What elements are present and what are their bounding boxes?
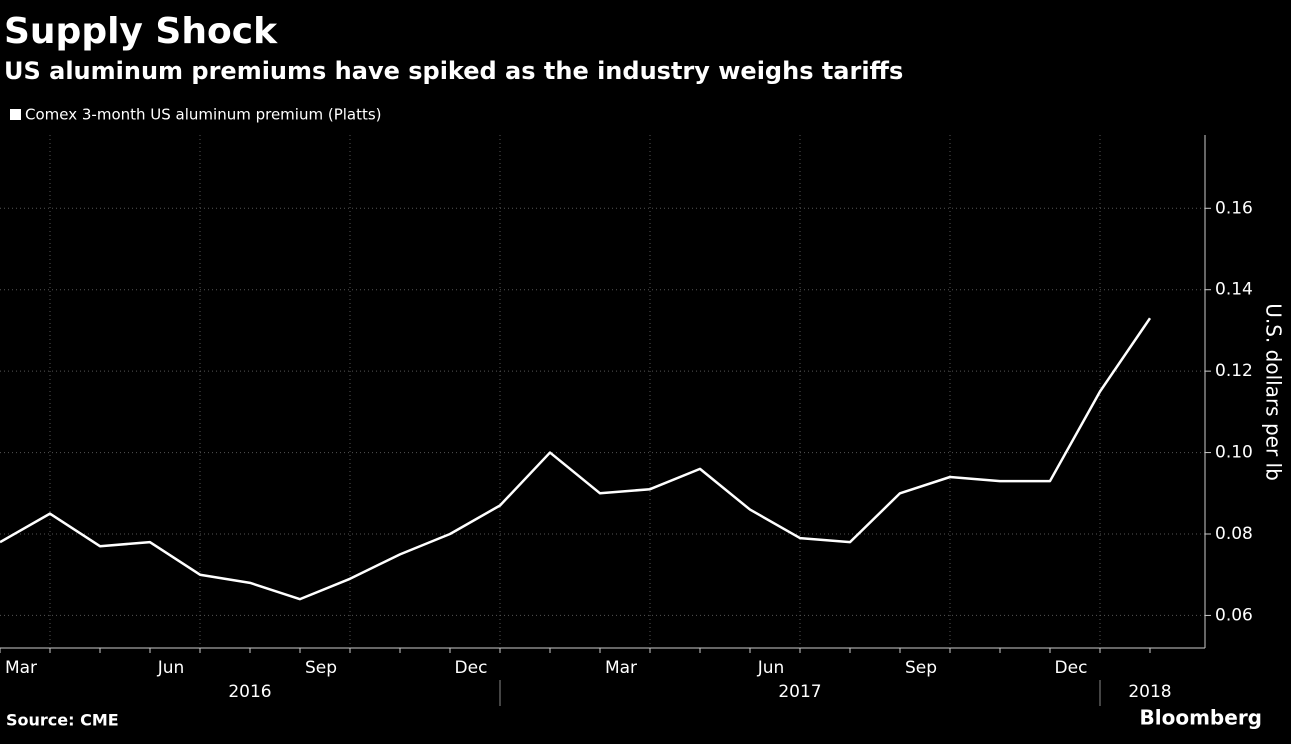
x-tick-label: Sep <box>305 658 337 678</box>
y-tick-label: 0.16 <box>1215 198 1253 218</box>
x-tick-label: Jun <box>157 658 185 678</box>
y-tick-label: 0.06 <box>1215 605 1253 625</box>
x-tick-label: Jun <box>757 658 785 678</box>
brand: Bloomberg <box>1140 706 1262 730</box>
legend-label: Comex 3-month US aluminum premium (Platt… <box>25 106 382 124</box>
x-tick-label: Mar <box>605 658 637 678</box>
x-tick-label: Dec <box>455 658 488 678</box>
year-label: 2016 <box>228 682 271 702</box>
source: Source: CME <box>6 711 119 730</box>
x-tick-label: Dec <box>1055 658 1088 678</box>
y-tick-label: 0.10 <box>1215 443 1253 463</box>
x-tick-label: Mar <box>5 658 37 678</box>
y-tick-label: 0.08 <box>1215 524 1253 544</box>
year-label: 2018 <box>1128 682 1171 702</box>
y-tick-label: 0.14 <box>1215 280 1253 300</box>
y-axis-title: U.S. dollars per lb <box>1262 303 1286 481</box>
y-tick-label: 0.12 <box>1215 361 1253 381</box>
chart-title: Supply Shock <box>4 11 278 52</box>
x-tick-label: Sep <box>905 658 937 678</box>
year-label: 2017 <box>778 682 821 702</box>
chart-subtitle: US aluminum premiums have spiked as the … <box>4 57 903 85</box>
line-series <box>0 317 1152 601</box>
legend-swatch <box>10 109 21 120</box>
